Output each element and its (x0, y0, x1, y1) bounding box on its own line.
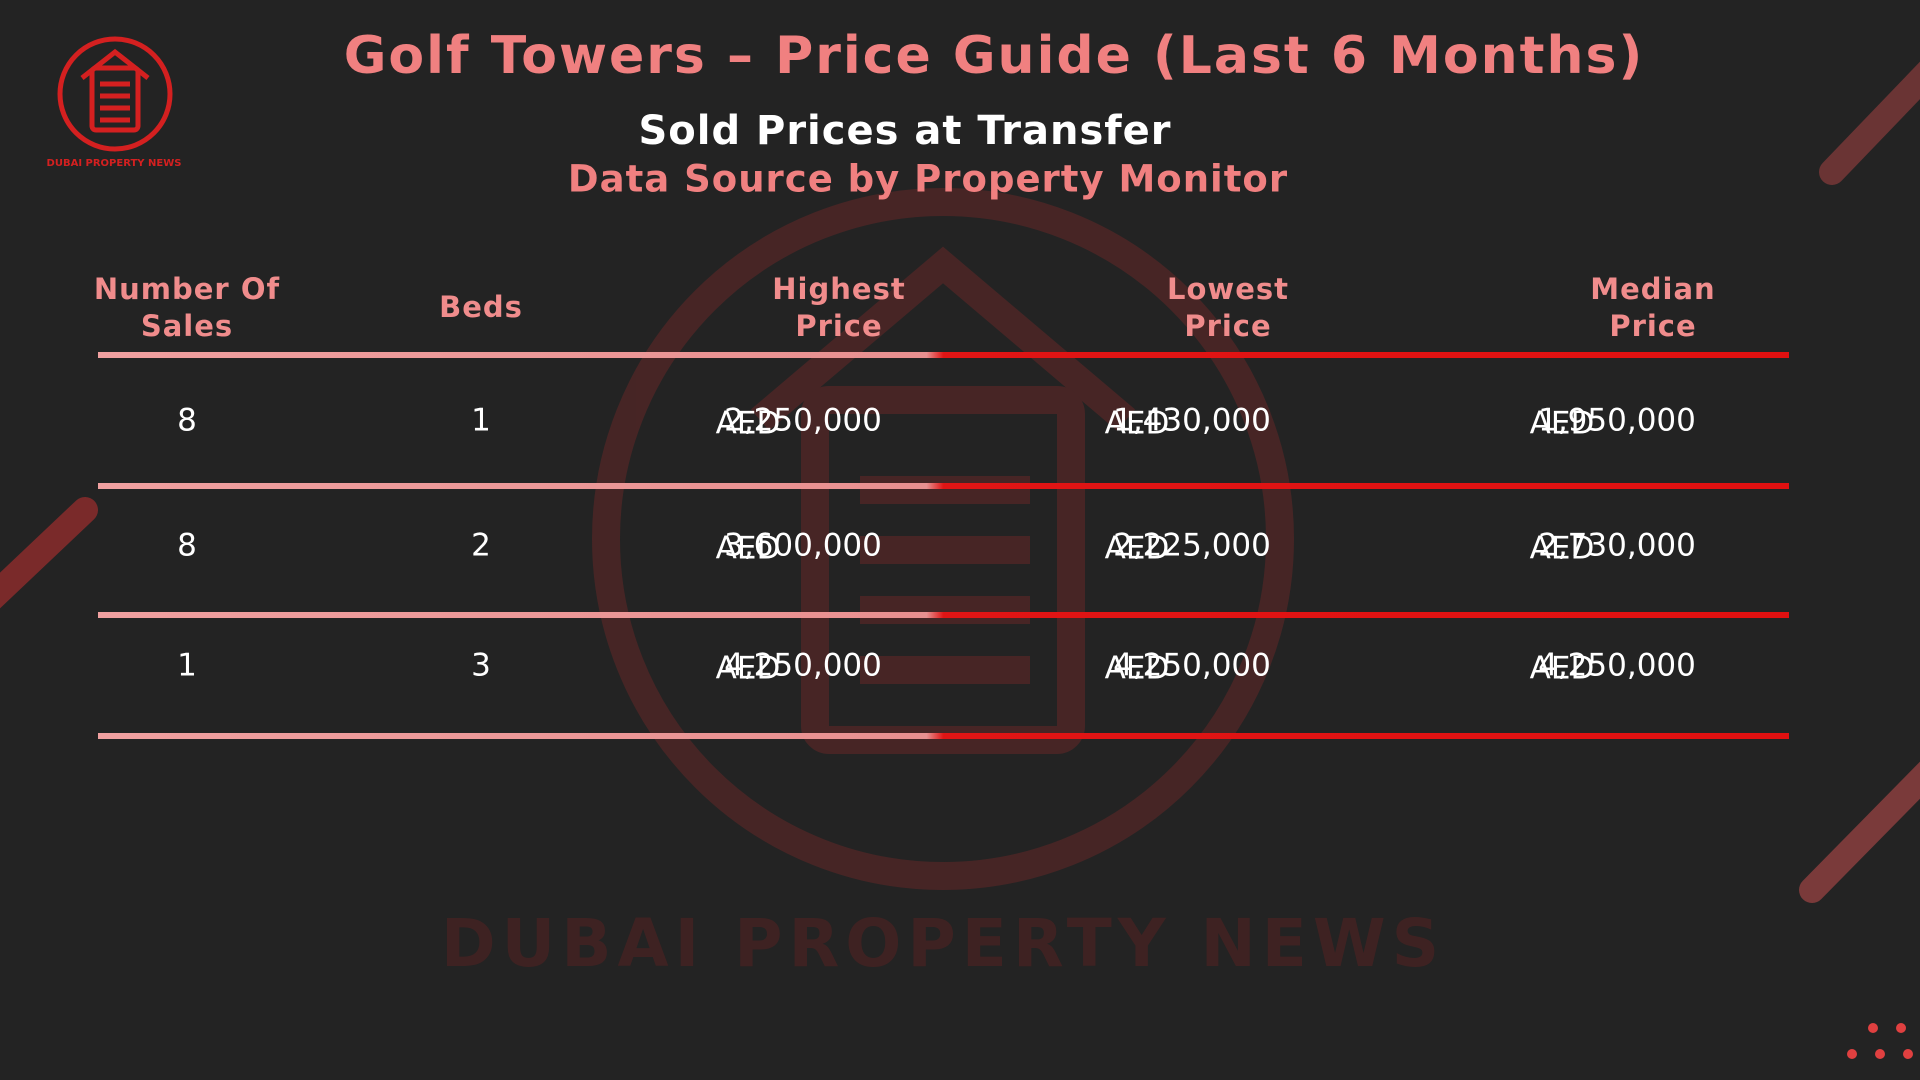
table-cell: 1 (177, 648, 197, 684)
logo (57, 36, 173, 152)
decorations (0, 61, 1920, 903)
amount: 1,430,000 (1113, 403, 1271, 439)
logo-text: DUBAI PROPERTY NEWS (47, 158, 182, 169)
column-header: Sales (141, 309, 233, 343)
table-cell: 1 (471, 403, 491, 439)
watermark-logo (592, 188, 1294, 890)
column-header: Lowest (1167, 272, 1289, 306)
amount: 2,250,000 (724, 403, 882, 439)
amount: 4,250,000 (724, 648, 882, 684)
amount: 2,225,000 (1113, 528, 1271, 564)
column-header: Price (1184, 309, 1271, 343)
column-header: Highest (772, 272, 905, 306)
currency: AED (1530, 531, 1595, 567)
subtitle: Sold Prices at Transfer (638, 108, 1171, 154)
column-header: Beds (439, 290, 523, 324)
currency: AED (716, 651, 781, 687)
amount: 4,250,000 (1538, 648, 1696, 684)
amount: 2,730,000 (1538, 528, 1696, 564)
source: Data Source by Property Monitor (568, 158, 1288, 201)
row-divider (98, 733, 1789, 739)
currency: AED (716, 406, 781, 442)
currency: AED (1530, 406, 1595, 442)
row-divider (98, 352, 1789, 358)
watermark-text: DUBAI PROPERTY NEWS (441, 905, 1445, 982)
title: Golf Towers – Price Guide (Last 6 Months… (344, 26, 1645, 86)
column-header: Median (1590, 272, 1715, 306)
table-cell: 2 (471, 528, 491, 564)
dots (1847, 1023, 1913, 1059)
currency: AED (1105, 531, 1170, 567)
column-header: Number Of (94, 272, 280, 306)
currency: AED (1105, 406, 1170, 442)
currency: AED (1105, 651, 1170, 687)
amount: 3,600,000 (724, 528, 882, 564)
table-cell: 3 (471, 648, 491, 684)
currency: AED (716, 531, 781, 567)
table-cell: 8 (177, 403, 197, 439)
column-header: Price (1609, 309, 1696, 343)
table-cell: 8 (177, 528, 197, 564)
row-divider (98, 483, 1789, 489)
amount: 1,950,000 (1538, 403, 1696, 439)
currency: AED (1530, 651, 1595, 687)
amount: 4,250,000 (1113, 648, 1271, 684)
table: Number OfSalesBedsHighestPriceLowestPric… (94, 272, 1789, 739)
row-divider (98, 612, 1789, 618)
column-header: Price (795, 309, 882, 343)
